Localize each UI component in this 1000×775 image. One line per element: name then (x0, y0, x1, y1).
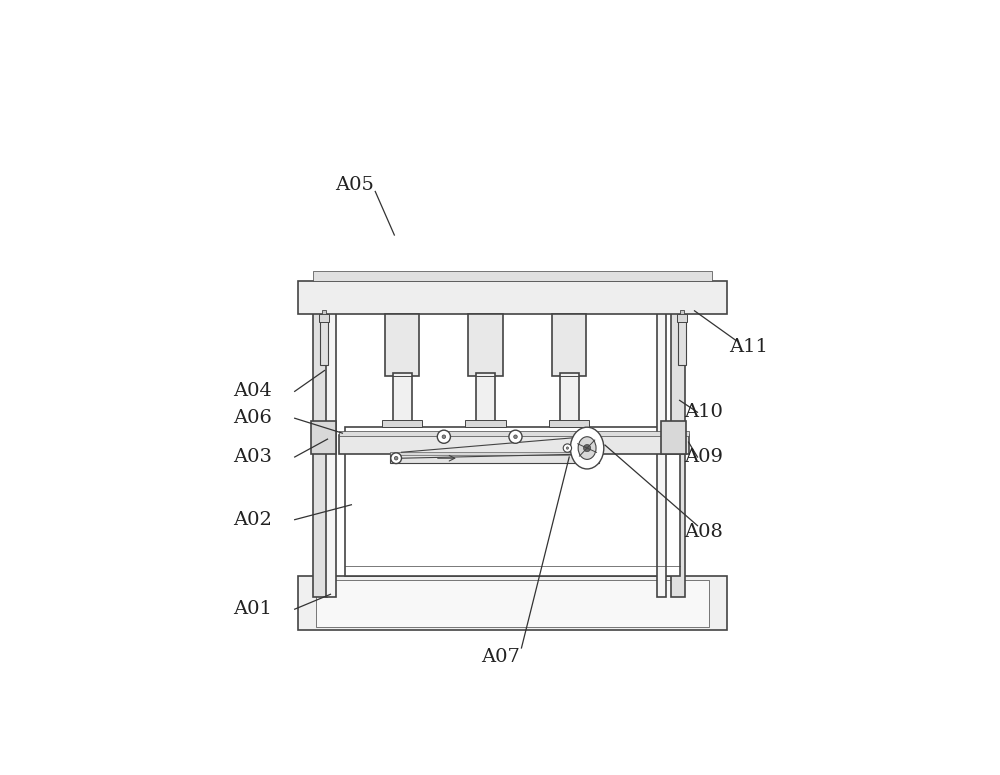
Circle shape (584, 445, 591, 452)
Bar (345, 427, 680, 577)
Circle shape (566, 447, 569, 449)
Text: A04: A04 (233, 382, 272, 401)
Bar (326, 287, 336, 598)
Bar (678, 320, 686, 364)
Text: A03: A03 (233, 448, 272, 466)
Bar (311, 422, 336, 454)
Text: A02: A02 (233, 511, 272, 529)
Bar (476, 374, 495, 424)
Bar (661, 422, 686, 454)
Bar (390, 452, 599, 455)
Bar (313, 287, 327, 598)
Text: A08: A08 (684, 522, 723, 541)
Ellipse shape (570, 427, 604, 469)
Circle shape (514, 435, 517, 439)
Bar (677, 315, 687, 322)
Bar (465, 420, 506, 427)
Bar (313, 271, 712, 281)
Bar (316, 580, 709, 627)
Text: A11: A11 (729, 338, 768, 356)
Bar (657, 287, 666, 598)
Text: A07: A07 (481, 648, 520, 666)
Text: A10: A10 (684, 403, 723, 422)
Text: A06: A06 (233, 409, 272, 427)
Bar (671, 287, 685, 598)
Bar (298, 577, 727, 630)
Circle shape (509, 430, 522, 443)
Bar (382, 420, 422, 427)
Bar (339, 432, 689, 436)
Bar (320, 320, 328, 364)
Bar (319, 315, 329, 322)
Bar (468, 314, 503, 377)
Circle shape (442, 435, 446, 439)
Circle shape (437, 430, 450, 443)
Bar (298, 281, 727, 314)
Circle shape (563, 444, 572, 453)
Bar (560, 374, 579, 424)
Bar (680, 310, 684, 315)
Bar (385, 314, 419, 377)
Bar (549, 420, 589, 427)
Ellipse shape (578, 437, 596, 460)
Bar (322, 310, 326, 315)
Circle shape (394, 456, 398, 460)
Bar (390, 453, 599, 463)
Circle shape (391, 453, 402, 463)
Bar (339, 435, 689, 454)
Text: A05: A05 (335, 177, 374, 195)
Text: A01: A01 (233, 600, 272, 618)
Text: A09: A09 (684, 448, 723, 466)
Bar (552, 314, 586, 377)
Bar (393, 374, 412, 424)
